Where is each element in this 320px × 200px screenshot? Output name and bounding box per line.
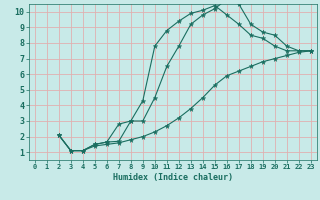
X-axis label: Humidex (Indice chaleur): Humidex (Indice chaleur)	[113, 173, 233, 182]
